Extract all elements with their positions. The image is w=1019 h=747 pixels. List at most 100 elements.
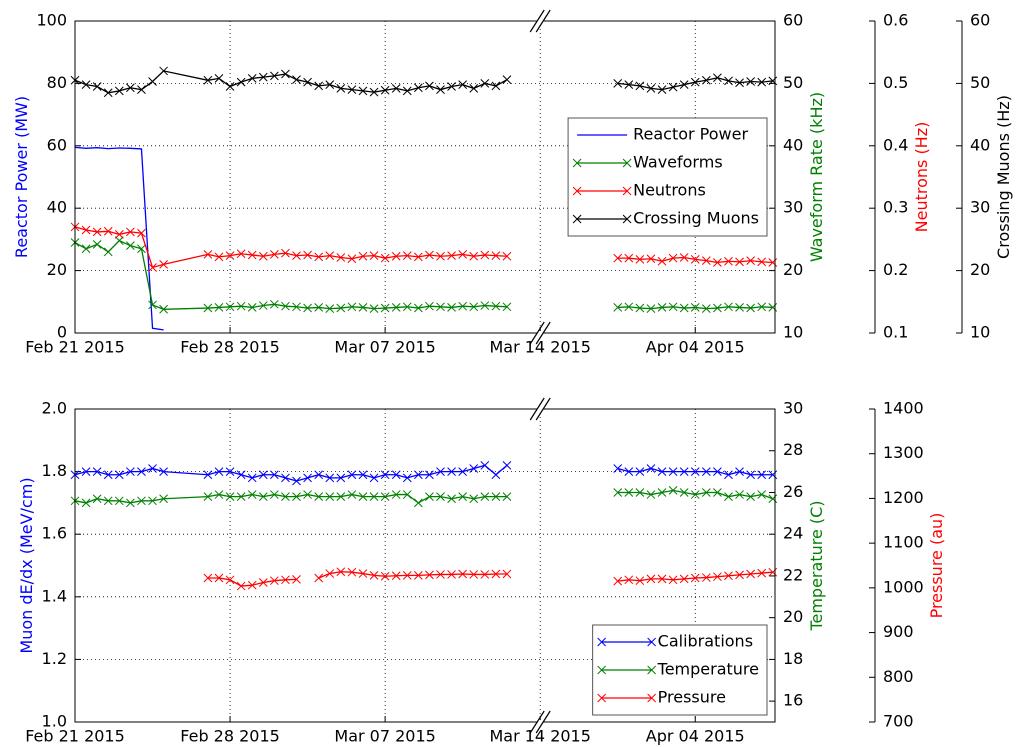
marker xyxy=(657,303,667,312)
legend-label: Temperature xyxy=(657,660,759,679)
marker xyxy=(768,494,778,504)
y-tick-label: 0.1 xyxy=(883,323,908,342)
marker xyxy=(336,253,346,262)
marker xyxy=(114,86,124,96)
marker xyxy=(668,575,678,585)
marker xyxy=(270,470,279,480)
marker xyxy=(114,470,124,480)
marker xyxy=(347,85,357,94)
marker xyxy=(391,303,401,312)
y-tick-label: 1.0 xyxy=(42,712,67,731)
marker xyxy=(81,225,91,235)
marker xyxy=(679,253,689,262)
marker xyxy=(502,569,512,579)
marker xyxy=(458,467,468,476)
marker xyxy=(735,490,744,499)
marker xyxy=(657,467,667,476)
legend-marker xyxy=(622,158,632,168)
marker xyxy=(391,571,401,581)
marker xyxy=(491,81,501,91)
marker xyxy=(369,87,379,97)
marker xyxy=(624,302,634,312)
marker xyxy=(281,492,290,501)
y-tick-label: 60 xyxy=(783,11,803,30)
legend-marker xyxy=(622,214,632,224)
marker xyxy=(303,250,312,260)
marker xyxy=(336,492,346,501)
break-mark xyxy=(535,321,551,345)
marker xyxy=(126,498,135,508)
marker xyxy=(137,244,146,254)
legend-marker xyxy=(572,186,582,196)
marker xyxy=(447,303,456,312)
marker xyxy=(701,467,711,476)
marker xyxy=(724,492,733,501)
marker xyxy=(624,575,634,585)
legend-label: Reactor Power xyxy=(633,125,748,144)
marker xyxy=(436,251,445,261)
y-tick-label: 40 xyxy=(47,198,67,217)
marker xyxy=(480,460,490,470)
y-tick-label: 20 xyxy=(970,260,990,279)
marker xyxy=(258,301,268,310)
marker xyxy=(281,575,290,585)
marker xyxy=(414,303,423,313)
y-tick-label: 0.5 xyxy=(883,73,908,92)
marker xyxy=(358,251,368,261)
marker xyxy=(657,488,667,497)
marker xyxy=(336,473,346,483)
marker xyxy=(126,227,135,237)
marker xyxy=(402,302,412,312)
marker xyxy=(701,573,711,582)
marker xyxy=(81,80,91,90)
y-tick-label: 16 xyxy=(783,691,803,710)
marker xyxy=(425,492,434,501)
marker xyxy=(247,580,257,590)
marker xyxy=(380,85,390,95)
marker xyxy=(281,69,290,79)
marker xyxy=(281,248,290,258)
marker xyxy=(425,81,434,91)
marker xyxy=(336,567,346,577)
marker xyxy=(103,496,113,506)
marker xyxy=(724,571,733,581)
legend-label: Waveforms xyxy=(633,153,723,172)
marker xyxy=(425,250,434,260)
marker xyxy=(414,252,423,262)
legend-marker xyxy=(647,665,656,675)
legend-label: Calibrations xyxy=(658,632,753,651)
marker xyxy=(159,260,168,269)
marker xyxy=(646,254,656,264)
marker xyxy=(447,467,456,476)
marker xyxy=(491,569,501,579)
legend-label: Crossing Muons xyxy=(633,209,759,228)
marker xyxy=(668,302,678,312)
marker xyxy=(292,476,301,486)
marker xyxy=(613,303,623,312)
y-tick-label: 40 xyxy=(783,135,803,154)
marker xyxy=(92,227,102,237)
marker xyxy=(369,251,379,260)
marker xyxy=(336,303,346,313)
marker xyxy=(247,490,257,499)
marker xyxy=(325,569,335,578)
marker xyxy=(225,492,235,501)
legend-marker xyxy=(597,665,606,675)
marker xyxy=(679,80,689,90)
marker xyxy=(635,255,645,264)
marker xyxy=(314,81,324,91)
axis-label: Temperature (C) xyxy=(807,500,826,631)
y-tick-label: 0.2 xyxy=(883,260,908,279)
marker xyxy=(303,473,312,483)
marker xyxy=(668,486,678,495)
marker xyxy=(425,470,434,480)
marker xyxy=(646,464,656,473)
axis-label: Pressure (au) xyxy=(927,513,946,619)
marker xyxy=(502,251,512,261)
y-tick-label: 20 xyxy=(783,260,803,279)
marker xyxy=(203,75,213,85)
marker xyxy=(635,303,645,313)
marker xyxy=(126,467,135,476)
x-tick-label: Feb 21 2015 xyxy=(25,727,125,746)
